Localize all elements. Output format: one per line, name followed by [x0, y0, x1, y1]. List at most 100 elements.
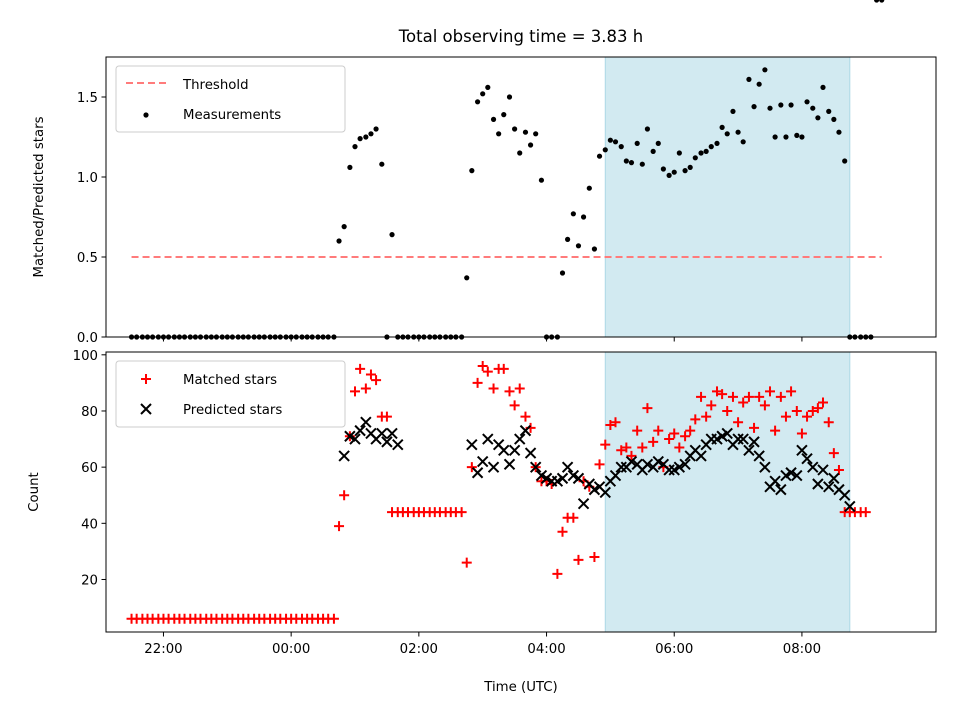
matched-star-point	[680, 431, 691, 442]
matched-star-point	[477, 361, 488, 372]
measurement-point	[756, 81, 762, 87]
x-tick-label: 08:00	[783, 642, 821, 657]
measurement-point	[730, 108, 736, 114]
measurement-point	[831, 116, 837, 122]
matched-star-point	[717, 389, 728, 400]
y-tick-label: 20	[81, 573, 98, 588]
predicted-star-point	[482, 433, 494, 445]
y-tick-label: 60	[81, 461, 98, 476]
matched-star-point	[749, 422, 760, 433]
y-tick-label: 0.0	[77, 331, 98, 346]
measurement-point	[778, 102, 784, 108]
top-legend: Threshold Measurements	[115, 65, 346, 133]
predicted-star-point	[508, 444, 521, 457]
measurement-point	[628, 160, 635, 166]
predicted-star-point	[338, 450, 350, 462]
measurement-point	[660, 166, 666, 172]
predicted-star-point	[572, 472, 585, 485]
predicted-star-point	[360, 416, 372, 428]
predicted-star-point	[828, 472, 840, 485]
measurement-point	[698, 150, 704, 156]
matched-star-point	[674, 442, 685, 453]
measurement-point	[655, 140, 661, 146]
matched-star-point	[722, 405, 733, 416]
predicted-star-point	[487, 461, 500, 473]
matched-star-point	[775, 391, 786, 402]
measurement-point	[506, 94, 513, 100]
y-tick-label: 80	[81, 405, 98, 420]
measurement-point	[735, 129, 741, 135]
measurement-point	[538, 177, 545, 183]
predicted-star-point	[609, 469, 622, 482]
measurement-point	[810, 105, 816, 111]
measurement-point	[389, 232, 395, 238]
predicted-star-point	[514, 433, 526, 445]
matched-star-point	[807, 405, 818, 416]
measurement-point	[634, 140, 640, 146]
matched-star-point	[334, 521, 345, 532]
measurement-point	[714, 140, 720, 146]
bottom-y-axis-label: Count	[27, 472, 42, 512]
y-tick-label: 1.0	[77, 171, 98, 186]
matched-star-point	[812, 403, 823, 414]
predicted-star-point	[785, 467, 797, 479]
predicted-star-point	[577, 497, 590, 510]
measurement-point	[373, 126, 379, 132]
measurement-point	[533, 131, 539, 137]
measurement-point	[794, 132, 800, 138]
predicted-star-point	[503, 458, 516, 471]
measurement-point	[575, 243, 582, 249]
measurement-point	[874, 0, 880, 3]
matched-star-point	[621, 442, 632, 453]
matched-star-point	[456, 507, 467, 518]
bottom-plot-frame	[105, 351, 937, 633]
matched-star-point	[664, 434, 675, 445]
measurement-point	[746, 76, 752, 82]
measurement-point	[379, 161, 385, 167]
measurement-point	[676, 150, 682, 156]
legend-predicted-swatch	[140, 403, 152, 415]
matched-star-point	[339, 490, 350, 501]
predicted-star-point	[753, 450, 765, 462]
measurement-point	[836, 129, 842, 135]
predicted-star-point	[759, 461, 771, 473]
y-tick-label: 100	[73, 349, 98, 364]
measurement-point	[480, 91, 486, 97]
measurement-point	[650, 148, 656, 154]
legend-box	[115, 360, 346, 428]
measurement-point	[357, 136, 363, 142]
measurement-point	[682, 168, 688, 174]
matched-star-point	[605, 420, 616, 431]
matched-star-point	[648, 436, 659, 447]
measurement-point	[772, 134, 778, 140]
matched-star-point	[669, 428, 680, 439]
matched-star-point	[568, 512, 579, 523]
matched-star-point	[381, 411, 392, 422]
observing-window-span	[604, 56, 851, 338]
legend-matched-swatch	[141, 374, 151, 384]
measurement-point	[751, 104, 757, 110]
matched-star-point	[589, 552, 600, 563]
measurement-point	[490, 116, 497, 122]
measurement-point	[474, 99, 481, 105]
measurement-point	[496, 131, 502, 137]
matched-star-point	[833, 464, 844, 475]
measurement-point	[522, 129, 529, 135]
measurement-point	[762, 67, 768, 73]
measurement-point	[767, 105, 773, 111]
measurement-point	[804, 99, 810, 105]
measurement-point	[586, 185, 592, 191]
measurement-point	[527, 142, 534, 148]
measurement-point	[708, 144, 714, 150]
measurement-point	[623, 158, 629, 164]
measurement-point	[469, 168, 475, 174]
predicted-star-point	[519, 424, 532, 437]
legend-threshold-label: Threshold	[182, 78, 249, 93]
measurement-point	[580, 214, 587, 220]
matched-star-point	[632, 425, 643, 436]
predicted-star-point	[641, 458, 654, 471]
top-plot-frame	[105, 56, 937, 338]
measurement-point	[703, 148, 709, 154]
measurement-point	[347, 164, 353, 170]
matched-star-point	[482, 366, 493, 377]
